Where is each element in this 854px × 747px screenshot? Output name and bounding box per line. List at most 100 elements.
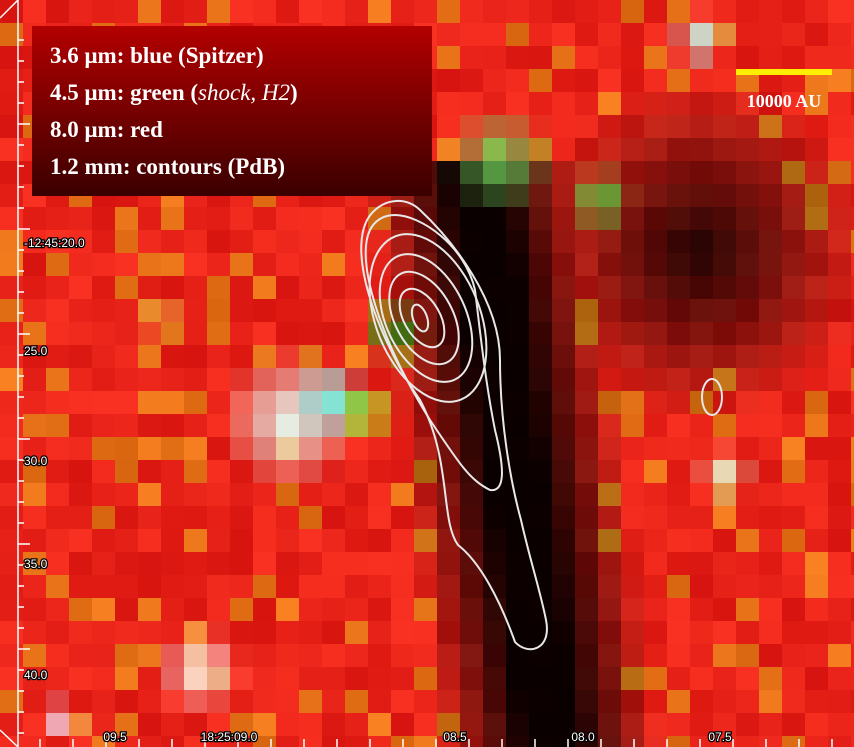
pixel: [69, 460, 93, 484]
pixel: [0, 115, 24, 139]
pixel: [322, 483, 346, 507]
pixel: [598, 598, 622, 622]
pixel: [828, 161, 852, 185]
pixel: [782, 138, 806, 162]
pixel: [460, 621, 484, 645]
legend-text: shock, H2: [198, 80, 290, 105]
pixel: [506, 276, 530, 300]
pixel: [276, 345, 300, 369]
pixel: [184, 575, 208, 599]
pixel: [483, 529, 507, 553]
pixel: [736, 253, 760, 277]
pixel: [92, 299, 116, 323]
pixel: [138, 483, 162, 507]
pixel: [483, 736, 507, 747]
legend-line: 3.6 μm: blue (Spitzer): [50, 43, 264, 68]
pixel: [621, 138, 645, 162]
pixel: [0, 483, 24, 507]
pixel: [759, 184, 783, 208]
pixel: [782, 713, 806, 737]
pixel: [759, 483, 783, 507]
pixel: [414, 0, 438, 24]
pixel: [828, 230, 852, 254]
pixel: [46, 437, 70, 461]
pixel: [575, 46, 599, 70]
pixel: [736, 138, 760, 162]
pixel: [345, 575, 369, 599]
pixel: [805, 529, 829, 553]
pixel: [713, 276, 737, 300]
pixel: [184, 368, 208, 392]
pixel: [230, 644, 254, 668]
pixel: [0, 529, 24, 553]
pixel: [828, 621, 852, 645]
pixel: [460, 506, 484, 530]
pixel: [23, 253, 47, 277]
pixel: [552, 414, 576, 438]
pixel: [575, 161, 599, 185]
pixel: [23, 598, 47, 622]
pixel: [368, 690, 392, 714]
pixel: [161, 437, 185, 461]
pixel: [506, 138, 530, 162]
pixel: [690, 92, 714, 116]
pixel: [782, 23, 806, 47]
pixel: [759, 598, 783, 622]
pixel: [736, 368, 760, 392]
pixel: [529, 621, 553, 645]
pixel: [759, 713, 783, 737]
pixel: [368, 414, 392, 438]
pixel: [529, 368, 553, 392]
pixel: [782, 345, 806, 369]
pixel: [828, 575, 852, 599]
pixel: [161, 529, 185, 553]
pixel: [322, 575, 346, 599]
pixel: [322, 0, 346, 24]
pixel: [759, 506, 783, 530]
pixel: [299, 437, 323, 461]
pixel: [207, 253, 231, 277]
pixel: [759, 437, 783, 461]
pixel: [483, 207, 507, 231]
pixel: [828, 667, 852, 691]
pixel: [368, 736, 392, 747]
pixel: [138, 345, 162, 369]
pixel: [828, 46, 852, 70]
pixel: [46, 506, 70, 530]
pixel: [483, 483, 507, 507]
pixel: [552, 437, 576, 461]
pixel: [713, 92, 737, 116]
pixel: [529, 736, 553, 747]
pixel: [552, 161, 576, 185]
pixel: [230, 690, 254, 714]
pixel: [828, 713, 852, 737]
pixel: [368, 621, 392, 645]
pixel: [253, 575, 277, 599]
pixel: [529, 437, 553, 461]
pixel: [529, 276, 553, 300]
pixel: [552, 621, 576, 645]
pixel: [460, 483, 484, 507]
pixel: [115, 299, 139, 323]
pixel: [161, 391, 185, 415]
pixel: [253, 621, 277, 645]
pixel: [713, 184, 737, 208]
pixel: [207, 506, 231, 530]
pixel: [506, 46, 530, 70]
pixel: [598, 690, 622, 714]
pixel: [69, 322, 93, 346]
pixel: [138, 667, 162, 691]
pixel: [736, 46, 760, 70]
pixel: [437, 184, 461, 208]
pixel: [529, 667, 553, 691]
pixel: [92, 506, 116, 530]
pixel: [253, 368, 277, 392]
pixel: [46, 391, 70, 415]
pixel: [552, 138, 576, 162]
pixel: [299, 713, 323, 737]
pixel: [115, 276, 139, 300]
pixel: [644, 667, 668, 691]
pixel: [483, 713, 507, 737]
pixel: [667, 207, 691, 231]
pixel: [805, 621, 829, 645]
